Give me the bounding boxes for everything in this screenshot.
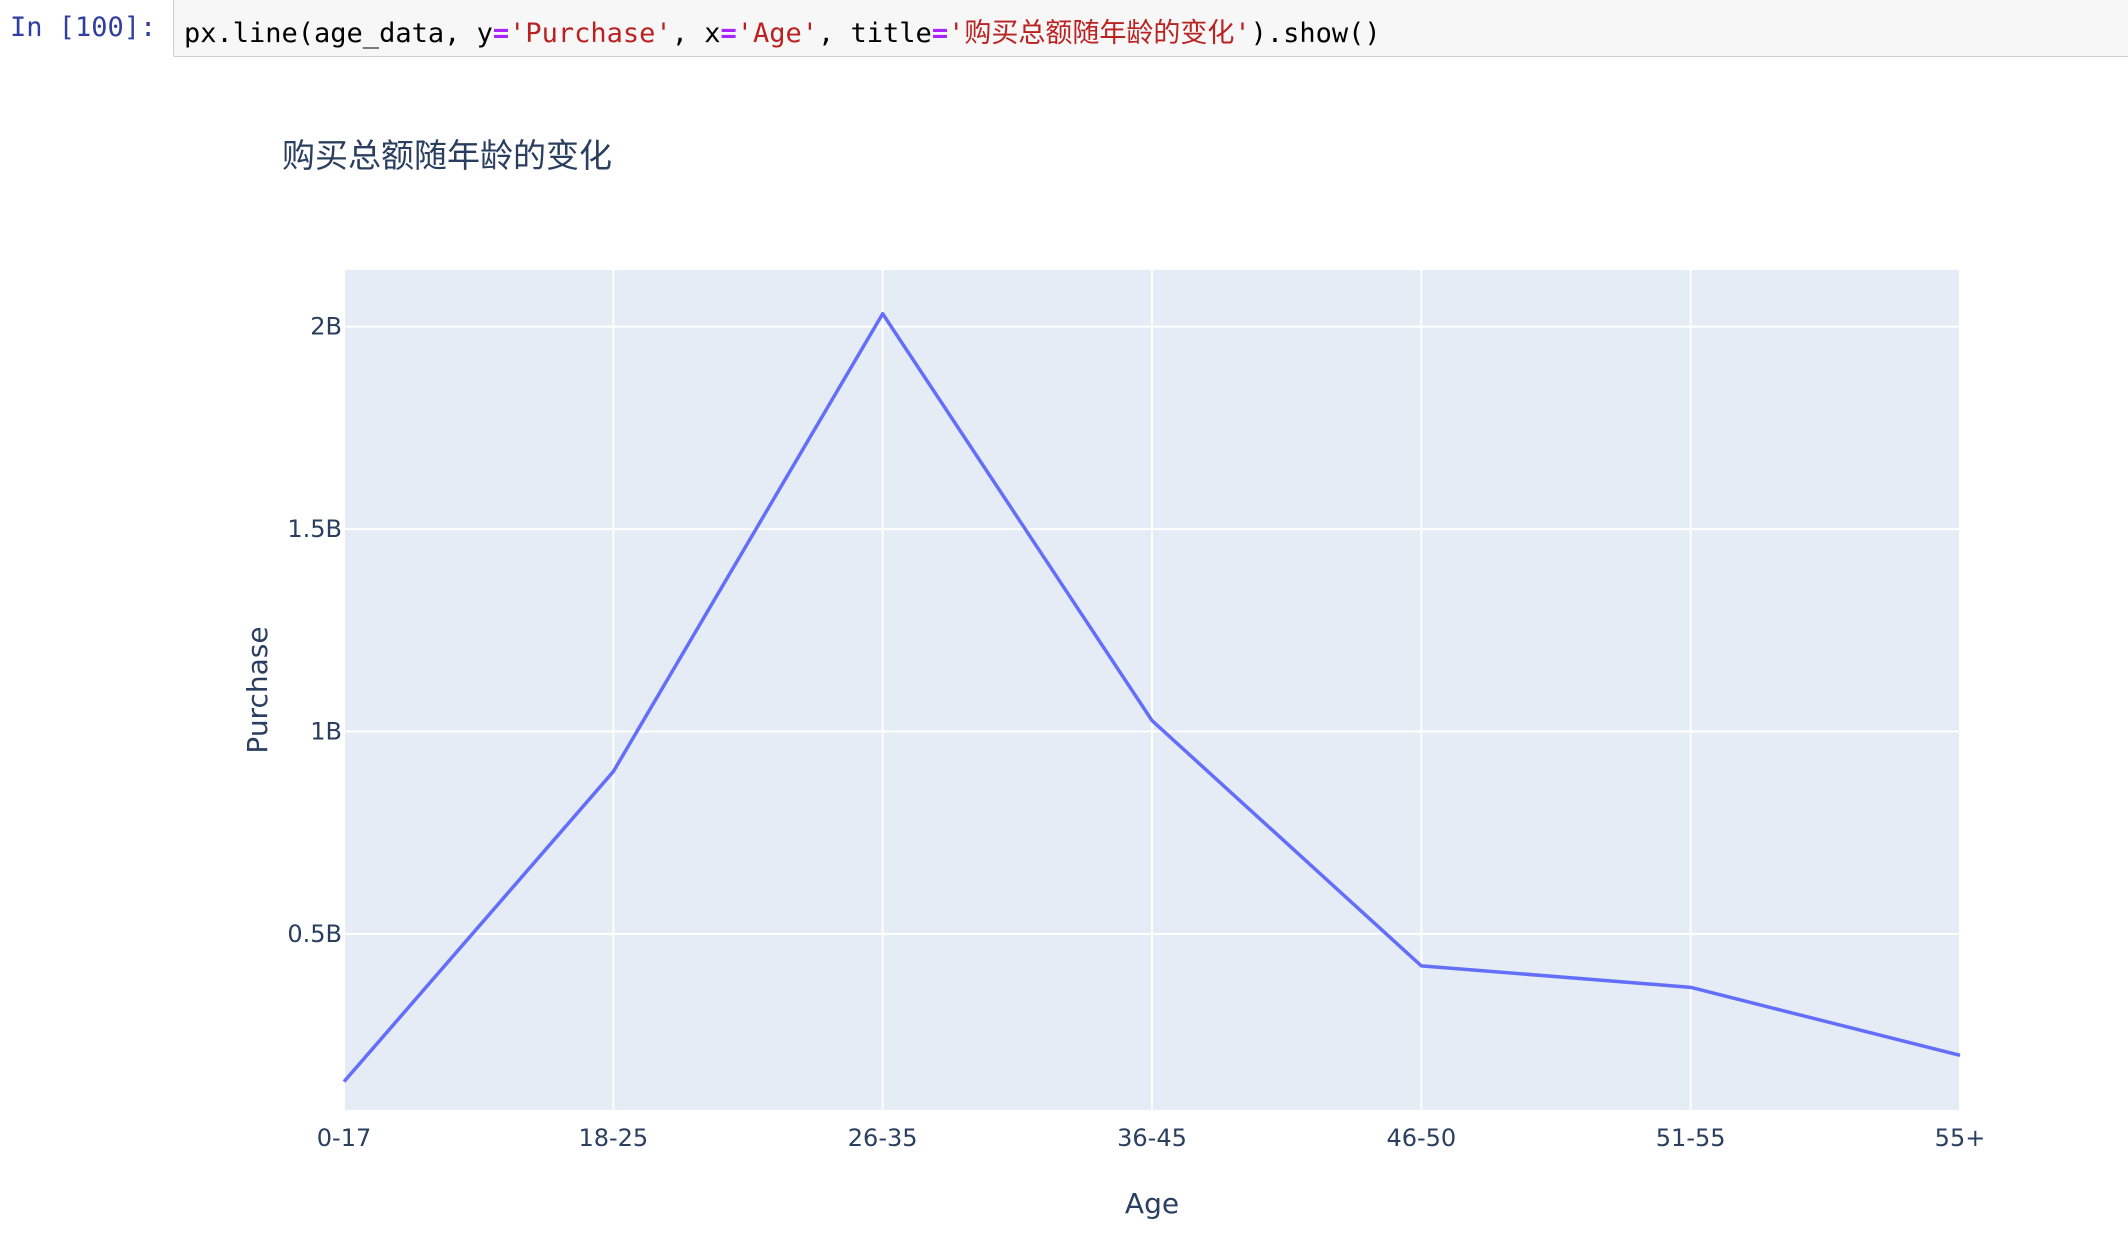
x-tick-label: 46-50: [1386, 1124, 1456, 1152]
y-tick-label: 0.5B: [287, 920, 342, 948]
x-axis-title: Age: [1125, 1187, 1179, 1220]
x-tick-label: 0-17: [317, 1124, 371, 1152]
code-string: 'Age': [736, 18, 819, 49]
x-gridlines: [343, 270, 1961, 1110]
x-tick-label: 18-25: [578, 1124, 648, 1152]
code-cell-input[interactable]: px.line(age_data, y='Purchase', x='Age',…: [173, 0, 2128, 57]
code-token: , x: [671, 18, 721, 49]
code-string: '购买总额随年龄的变化': [948, 18, 1251, 49]
y-tick-label: 1.5B: [287, 515, 342, 543]
y-tick-label: 2B: [310, 313, 342, 341]
x-axis-ticks: 0-17 18-25 26-35 36-45 46-50 51-55 55+: [317, 1124, 1986, 1152]
series-purchase: [342, 311, 1961, 1083]
code-token: , title: [818, 18, 932, 49]
cell-prompt: In [100]:: [10, 12, 157, 43]
code-operator: =: [931, 18, 949, 49]
y-axis-ticks: 0.5B 1B 1.5B 2B: [287, 313, 342, 948]
line-chart[interactable]: 购买总额随年龄的变化 0.5B 1B 1.5B 2B 0-17 18-25 26-35 36…: [0, 60, 2128, 1238]
code-token: px.line(age_data, y: [184, 18, 493, 49]
y-tick-label: 1B: [310, 717, 342, 745]
x-tick-label: 36-45: [1117, 1124, 1187, 1152]
x-tick-label: 51-55: [1656, 1124, 1726, 1152]
x-tick-label: 26-35: [848, 1124, 918, 1152]
series-line: [342, 311, 1961, 1083]
y-axis-title: Purchase: [241, 626, 274, 753]
code-token: ).show(): [1250, 18, 1381, 49]
x-tick-label: 55+: [1935, 1124, 1986, 1152]
chart-title: 购买总额随年龄的变化: [282, 136, 612, 175]
code-line[interactable]: px.line(age_data, y='Purchase', x='Age',…: [184, 11, 1381, 50]
code-operator: =: [720, 18, 737, 49]
code-string: 'Purchase': [509, 18, 672, 49]
code-operator: =: [492, 18, 510, 49]
